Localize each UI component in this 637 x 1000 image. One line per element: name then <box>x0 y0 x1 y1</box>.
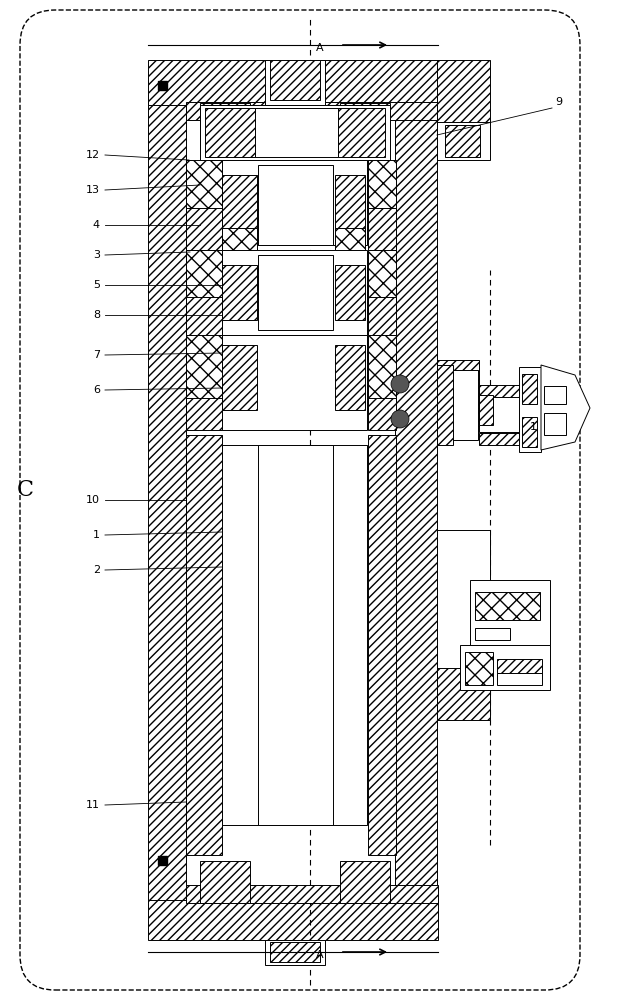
Bar <box>479 395 493 425</box>
Text: 9: 9 <box>555 97 562 107</box>
Bar <box>186 435 222 855</box>
Bar <box>335 265 365 320</box>
Bar <box>148 900 438 940</box>
Bar <box>186 335 222 400</box>
Bar <box>270 942 320 962</box>
Bar <box>465 652 493 685</box>
Text: 11: 11 <box>86 800 100 810</box>
Bar <box>270 60 320 100</box>
Bar <box>186 102 438 120</box>
Polygon shape <box>541 365 590 450</box>
Bar <box>258 445 333 825</box>
Bar <box>368 160 396 210</box>
Text: 4: 4 <box>93 220 100 230</box>
Bar <box>340 861 390 903</box>
Bar <box>470 580 550 645</box>
Bar <box>437 530 490 670</box>
Text: 10: 10 <box>86 495 100 505</box>
Bar <box>222 335 367 430</box>
Bar <box>200 861 250 903</box>
Bar <box>479 387 519 432</box>
Text: A: A <box>316 950 324 960</box>
Bar <box>205 108 255 157</box>
Bar <box>222 445 367 825</box>
Text: 3: 3 <box>93 250 100 260</box>
Bar <box>497 659 542 673</box>
Circle shape <box>391 410 409 428</box>
Bar <box>497 673 542 685</box>
Text: A: A <box>316 43 324 53</box>
Circle shape <box>391 375 409 393</box>
Text: 8: 8 <box>93 310 100 320</box>
Bar <box>479 433 519 445</box>
Bar <box>222 250 367 335</box>
Bar <box>522 374 537 404</box>
Bar <box>148 60 438 105</box>
Bar <box>437 408 479 426</box>
Text: 1: 1 <box>530 422 537 432</box>
Bar <box>158 856 167 865</box>
Bar <box>200 103 250 145</box>
Bar <box>158 81 167 90</box>
Bar <box>368 335 396 400</box>
Bar <box>338 108 385 157</box>
Bar <box>544 413 566 435</box>
Bar <box>475 592 540 620</box>
Bar <box>222 160 367 245</box>
Bar <box>340 103 390 145</box>
Bar <box>368 435 396 855</box>
Bar <box>475 628 510 640</box>
Bar <box>265 60 325 105</box>
Bar <box>186 250 222 300</box>
Bar <box>437 365 453 445</box>
Bar <box>460 645 550 690</box>
Text: 6: 6 <box>93 385 100 395</box>
Bar <box>148 95 186 905</box>
Text: 12: 12 <box>86 150 100 160</box>
Bar <box>522 417 537 447</box>
Bar <box>186 160 222 210</box>
Bar <box>368 398 396 430</box>
Bar <box>186 398 222 430</box>
Bar <box>368 208 396 250</box>
Bar <box>437 360 479 410</box>
Bar <box>335 345 365 410</box>
Text: 5: 5 <box>93 280 100 290</box>
Text: 13: 13 <box>86 185 100 195</box>
FancyBboxPatch shape <box>20 10 580 990</box>
Bar <box>222 175 257 230</box>
Bar <box>335 175 365 230</box>
Bar <box>445 125 480 157</box>
Text: C: C <box>17 479 34 501</box>
Text: 7: 7 <box>93 350 100 360</box>
Bar <box>453 370 478 440</box>
Text: 2: 2 <box>93 565 100 575</box>
Bar <box>258 165 333 245</box>
Bar <box>200 105 390 160</box>
Bar <box>186 297 222 335</box>
Bar <box>258 255 333 330</box>
Bar <box>186 885 438 903</box>
Bar <box>265 940 325 965</box>
Bar <box>544 386 566 404</box>
Bar <box>437 122 490 160</box>
Text: 1: 1 <box>93 530 100 540</box>
Bar <box>255 108 338 157</box>
Bar <box>222 265 257 320</box>
Bar <box>479 385 519 397</box>
Bar <box>519 367 541 452</box>
Bar <box>395 95 437 905</box>
Bar <box>222 228 257 250</box>
Bar <box>368 250 396 300</box>
Bar <box>222 345 257 410</box>
Bar <box>335 228 365 250</box>
Bar <box>186 208 222 250</box>
Bar <box>437 668 490 720</box>
Bar <box>368 297 396 335</box>
Bar <box>437 60 490 125</box>
